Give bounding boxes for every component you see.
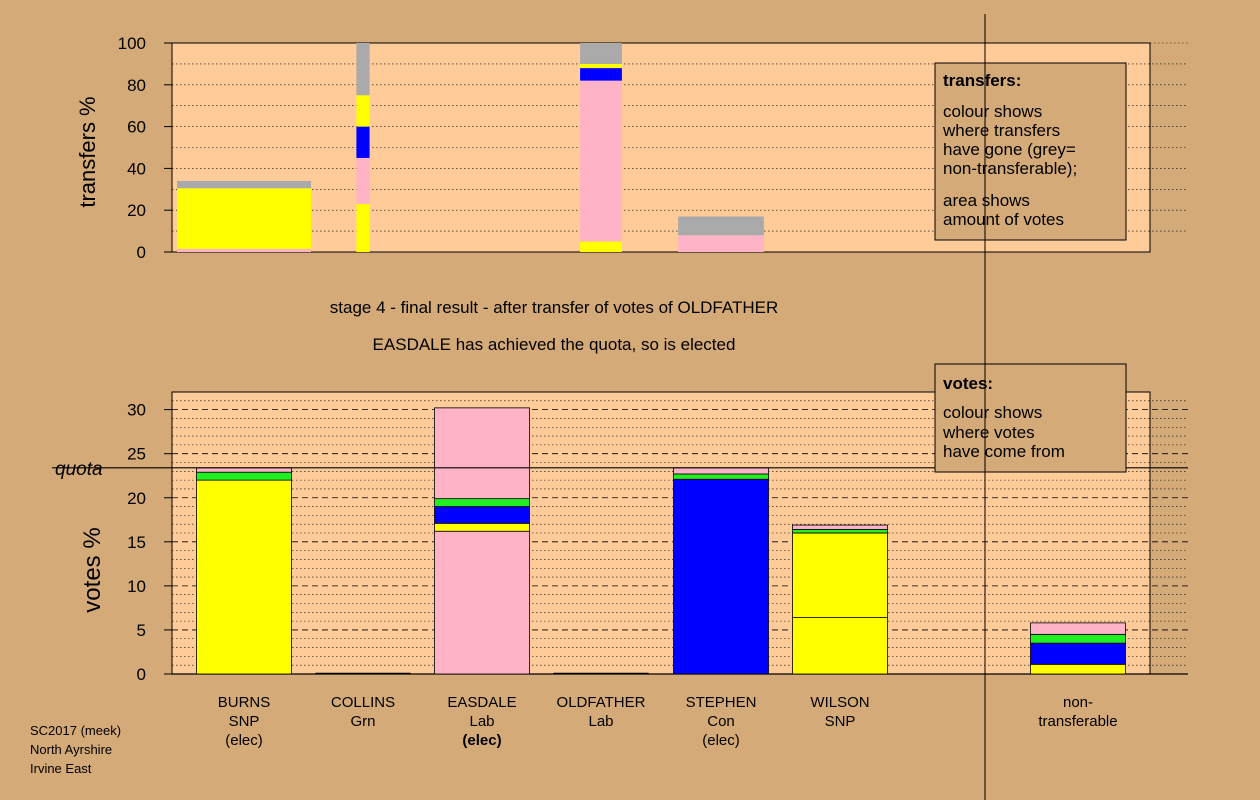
transfers-chart: 0 20 40 60 80 100 transfers % transfers: colo… — [75, 34, 1188, 262]
votes-y-axis: 0 5 10 15 20 25 30 — [127, 401, 172, 684]
transfers-bar-segment — [356, 95, 370, 127]
votes-bar-segment — [434, 407, 530, 500]
votes-bar-segment — [792, 524, 888, 530]
votes-y-tick-label: 0 — [137, 665, 146, 684]
votes-y-tick-label: 20 — [127, 489, 146, 508]
votes-bar-segment — [1030, 663, 1126, 675]
transfers-bar-segment — [177, 188, 311, 249]
votes-bar-segment — [196, 479, 292, 675]
votes-x-tick-label: Lab — [588, 713, 613, 730]
votes-legend-line: where votes — [942, 423, 1035, 442]
votes-bar-segment — [434, 530, 530, 675]
votes-y-tick-label: 15 — [127, 533, 146, 552]
transfers-y-tick-label: 60 — [127, 118, 146, 137]
votes-bar-segment — [434, 522, 530, 532]
transfers-legend-title: transfers: — [943, 71, 1021, 90]
votes-x-axis: BURNS SNP (elec) COLLINS Grn EASDALE Lab (elec)… — [218, 694, 1118, 749]
votes-legend-title: votes: — [943, 374, 993, 393]
votes-bar-segment — [1030, 642, 1126, 665]
votes-x-tick-label: Grn — [350, 713, 375, 730]
transfers-y-tick-label: 80 — [127, 76, 146, 95]
votes-bar-segment — [673, 473, 769, 480]
transfers-legend-line: where transfers — [942, 121, 1060, 140]
votes-x-tick-label: transferable — [1038, 713, 1117, 730]
votes-legend: votes: colour shows where votes have com… — [934, 363, 1127, 473]
votes-x-tick-label: SNP — [229, 713, 260, 730]
transfers-bar-segment — [356, 203, 370, 252]
footer-method: SC2017 (meek) — [30, 723, 121, 738]
votes-x-tick-label: (elec) — [462, 732, 501, 749]
transfers-legend-line: non-transferable); — [943, 159, 1077, 178]
transfers-bar-segment — [177, 180, 311, 189]
votes-bar-segment — [1030, 633, 1126, 644]
votes-x-tick-label: OLDFATHER — [557, 694, 646, 711]
votes-bar-segment — [792, 532, 888, 618]
votes-bars — [196, 407, 1126, 675]
transfers-bar-segment — [356, 157, 370, 204]
transfers-y-tick-label: 20 — [127, 201, 146, 220]
votes-x-tick-label: Lab — [469, 713, 494, 730]
votes-y-tick-label: 30 — [127, 401, 146, 420]
transfers-y-tick-label: 40 — [127, 159, 146, 178]
transfers-gridlines — [172, 42, 1188, 232]
votes-x-tick-label: COLLINS — [331, 694, 395, 711]
footer-council: North Ayrshire — [30, 742, 112, 757]
votes-bar-segment — [792, 529, 888, 534]
transfers-y-tick-label: 100 — [118, 34, 146, 53]
transfers-legend-line: area shows — [943, 191, 1030, 210]
transfers-bar-segment — [580, 68, 622, 81]
votes-y-tick-label: 25 — [127, 445, 146, 464]
stage-description: stage 4 - final result - after transfer … — [330, 298, 778, 317]
transfers-y-axis: 0 20 40 60 80 100 — [118, 34, 172, 262]
votes-legend-line: colour shows — [943, 403, 1042, 422]
votes-x-tick-label: WILSON — [810, 694, 869, 711]
votes-legend-box — [934, 363, 1127, 473]
votes-bar-segment — [792, 617, 888, 675]
votes-x-tick-label: (elec) — [225, 732, 263, 749]
quota-label: quota — [55, 459, 103, 480]
stage-status: EASDALE has achieved the quota, so is el… — [373, 335, 736, 354]
transfers-bar-segment — [356, 43, 370, 96]
transfers-legend: transfers: colour shows where transfers … — [934, 62, 1127, 241]
votes-x-tick-label: Con — [707, 713, 735, 730]
votes-bar-segment — [434, 506, 530, 524]
transfers-y-tick-label: 0 — [137, 243, 146, 262]
votes-x-tick-label: BURNS — [218, 694, 271, 711]
votes-bar-segment — [1030, 622, 1126, 635]
votes-y-tick-label: 5 — [137, 621, 146, 640]
transfers-bars — [177, 43, 764, 252]
votes-bar-segment — [196, 471, 292, 481]
votes-y-axis-label: votes % — [79, 527, 106, 612]
transfers-legend-line: amount of votes — [943, 210, 1064, 229]
transfers-legend-line: have gone (grey= — [943, 140, 1076, 159]
transfers-bar-segment — [580, 43, 622, 64]
votes-x-tick-label: EASDALE — [447, 694, 516, 711]
transfers-y-axis-label: transfers % — [75, 96, 100, 207]
votes-x-tick-label: STEPHEN — [686, 694, 757, 711]
transfers-bar-segment — [356, 126, 370, 158]
transfers-bar-segment — [580, 80, 622, 242]
transfers-legend-line: colour shows — [943, 102, 1042, 121]
votes-legend-line: have come from — [943, 442, 1065, 461]
votes-x-tick-label: (elec) — [702, 732, 740, 749]
votes-bar-segment — [673, 478, 769, 675]
votes-bar-segment — [673, 467, 769, 475]
votes-bar-segment — [434, 498, 530, 507]
transfers-bar-segment — [177, 248, 311, 252]
transfers-bar-segment — [580, 63, 622, 69]
votes-x-tick-label: SNP — [825, 713, 856, 730]
votes-x-tick-label: non- — [1063, 694, 1093, 711]
transfers-bar-segment — [678, 216, 764, 236]
votes-y-tick-label: 10 — [127, 577, 146, 596]
transfers-bar-segment — [678, 235, 764, 252]
votes-chart: 0 5 10 15 20 25 30 quota votes % votes: colour… — [52, 363, 1188, 749]
transfers-legend-box — [934, 62, 1127, 241]
footer-ward: Irvine East — [30, 761, 92, 776]
transfers-bar-segment — [580, 241, 622, 252]
votes-bar-segment — [196, 467, 292, 473]
